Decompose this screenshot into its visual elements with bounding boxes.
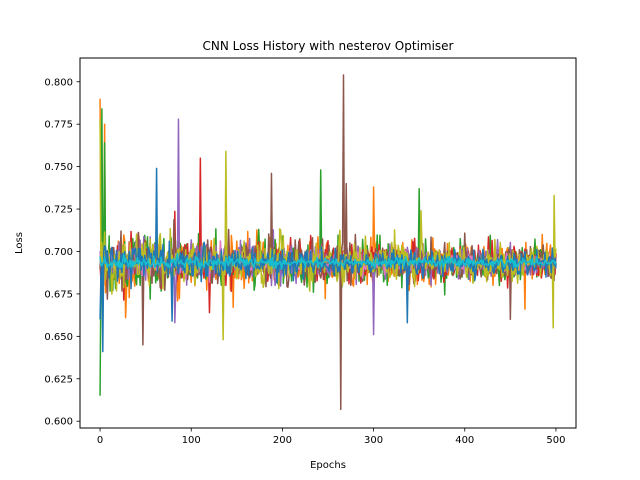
y-tick-label: 0.625: [44, 374, 73, 385]
y-axis-label: Loss: [14, 232, 25, 254]
x-axis: 0 100 200 300 400 500: [97, 428, 565, 446]
axes-frame: [79, 57, 577, 429]
y-tick-label: 0.800: [44, 77, 73, 88]
loss-series-line: [99, 252, 557, 271]
plot-area: [79, 57, 577, 429]
x-tick-label: 500: [546, 435, 565, 446]
x-tick-label: 200: [273, 435, 292, 446]
x-tick-label: 400: [455, 435, 474, 446]
x-tick-label: 0: [97, 435, 103, 446]
y-axis: 0.600 0.625 0.650 0.675 0.700 0.725 0.750 0.775…: [44, 77, 80, 428]
y-tick-label: 0.600: [44, 417, 73, 428]
x-axis-label: Epochs: [310, 460, 346, 471]
y-tick-label: 0.650: [44, 332, 73, 343]
y-tick-label: 0.725: [44, 205, 73, 216]
y-tick-label: 0.700: [44, 247, 73, 258]
y-tick-label: 0.775: [44, 120, 73, 131]
y-tick-label: 0.750: [44, 162, 73, 173]
series-group: [99, 74, 557, 411]
x-tick-label: 100: [182, 435, 201, 446]
y-tick-label: 0.675: [44, 289, 73, 300]
chart-title: CNN Loss History with nesterov Optimiser: [202, 39, 453, 53]
x-tick-label: 300: [364, 435, 383, 446]
